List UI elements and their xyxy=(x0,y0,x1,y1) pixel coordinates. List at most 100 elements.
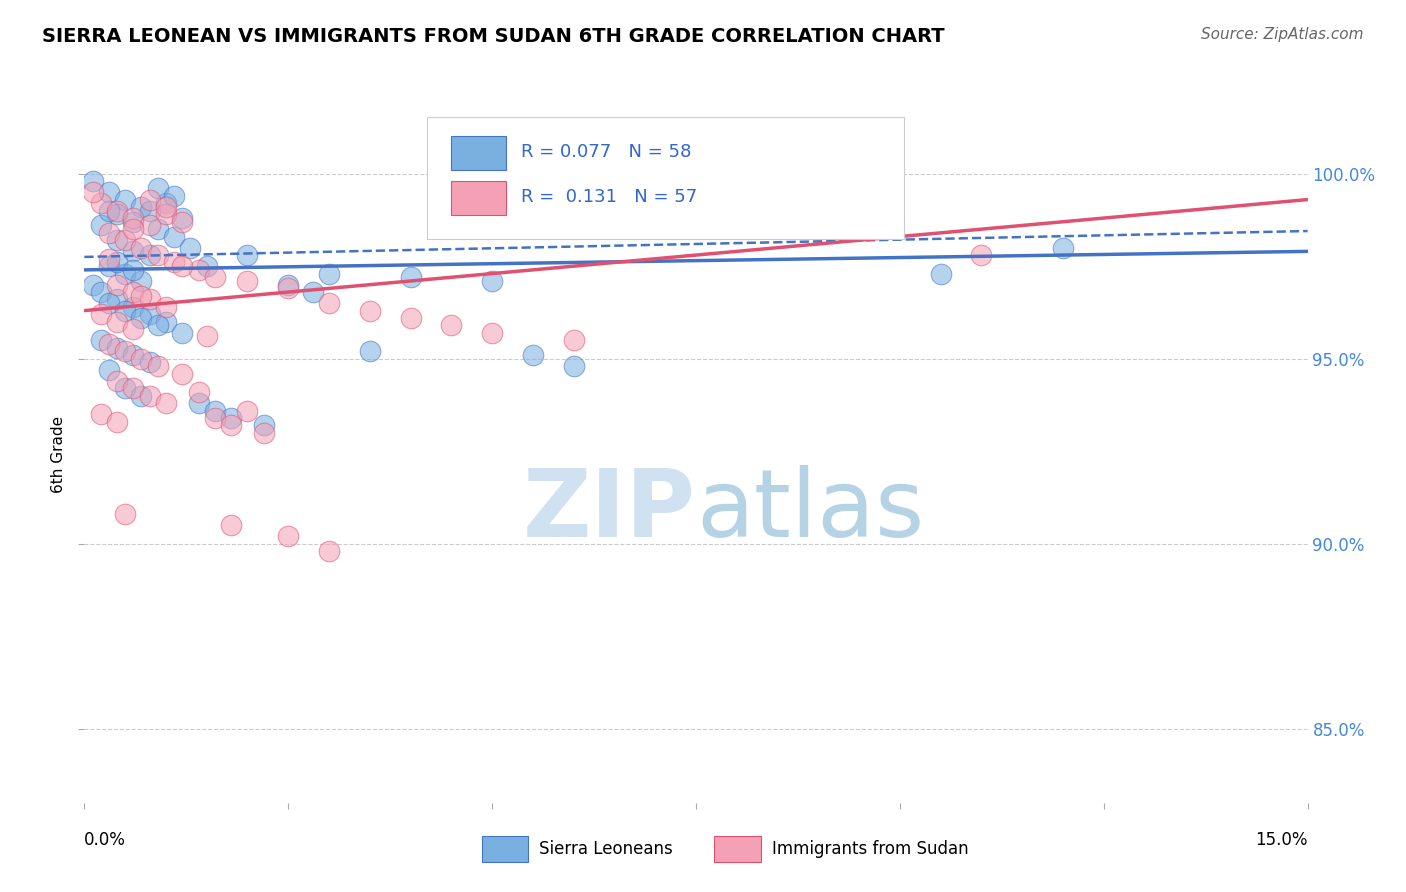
Point xyxy=(122,381,145,395)
Point xyxy=(219,518,242,533)
Point xyxy=(970,248,993,262)
FancyBboxPatch shape xyxy=(451,181,506,215)
Point xyxy=(131,274,153,288)
Text: R = 0.077   N = 58: R = 0.077 N = 58 xyxy=(522,144,692,161)
Point xyxy=(146,359,169,373)
Point xyxy=(204,403,226,417)
Point xyxy=(131,310,153,325)
Point xyxy=(105,374,128,388)
FancyBboxPatch shape xyxy=(427,118,904,239)
Point xyxy=(481,274,503,288)
Point xyxy=(114,267,136,281)
Point xyxy=(122,211,145,225)
Point xyxy=(155,315,177,329)
Text: Source: ZipAtlas.com: Source: ZipAtlas.com xyxy=(1201,27,1364,42)
Point xyxy=(172,326,194,340)
Point xyxy=(122,215,145,229)
Point xyxy=(562,333,585,347)
Point xyxy=(122,322,145,336)
Point xyxy=(187,263,209,277)
Point xyxy=(105,255,128,269)
Point xyxy=(114,344,136,359)
Point xyxy=(114,303,136,318)
Point xyxy=(131,289,153,303)
Point xyxy=(122,263,145,277)
Text: 15.0%: 15.0% xyxy=(1256,830,1308,848)
Point xyxy=(146,181,169,195)
Point xyxy=(318,267,340,281)
Point xyxy=(399,310,422,325)
Point xyxy=(105,293,128,307)
Point xyxy=(163,189,186,203)
Point xyxy=(114,381,136,395)
Point xyxy=(122,222,145,236)
Point xyxy=(90,196,112,211)
Point xyxy=(163,255,186,269)
Point xyxy=(481,326,503,340)
Point xyxy=(146,248,169,262)
Point xyxy=(277,281,299,295)
Point xyxy=(359,344,381,359)
Point xyxy=(318,544,340,558)
Point xyxy=(172,211,194,225)
Point xyxy=(155,200,177,214)
Point xyxy=(97,363,120,377)
Point xyxy=(90,407,112,421)
Point xyxy=(179,241,201,255)
FancyBboxPatch shape xyxy=(451,136,506,169)
Text: Immigrants from Sudan: Immigrants from Sudan xyxy=(772,839,969,858)
Point xyxy=(105,277,128,292)
Point xyxy=(1052,241,1074,255)
Point xyxy=(105,315,128,329)
Point xyxy=(131,200,153,214)
FancyBboxPatch shape xyxy=(714,836,761,862)
Point xyxy=(399,270,422,285)
Point xyxy=(138,203,160,218)
Point xyxy=(82,174,104,188)
Point xyxy=(122,300,145,314)
Point xyxy=(219,411,242,425)
Point xyxy=(172,215,194,229)
Point xyxy=(138,219,160,233)
Point xyxy=(122,285,145,299)
Point xyxy=(155,300,177,314)
Point xyxy=(114,507,136,521)
Point xyxy=(138,389,160,403)
Point xyxy=(195,329,218,343)
Point xyxy=(97,226,120,240)
Point xyxy=(82,277,104,292)
Point xyxy=(138,248,160,262)
Point xyxy=(105,203,128,218)
Point xyxy=(236,274,259,288)
Point xyxy=(277,277,299,292)
Point xyxy=(522,348,544,362)
Point xyxy=(155,207,177,221)
Point xyxy=(172,367,194,381)
Point xyxy=(90,219,112,233)
Point xyxy=(155,196,177,211)
Point xyxy=(146,318,169,333)
FancyBboxPatch shape xyxy=(482,836,529,862)
Point xyxy=(187,384,209,399)
Point xyxy=(138,307,160,321)
Point xyxy=(97,203,120,218)
Point xyxy=(138,193,160,207)
Text: ZIP: ZIP xyxy=(523,465,696,557)
Point xyxy=(236,403,259,417)
Point xyxy=(97,185,120,199)
Point xyxy=(90,285,112,299)
Point xyxy=(219,418,242,433)
Point xyxy=(131,351,153,366)
Point xyxy=(131,241,153,255)
Point xyxy=(204,270,226,285)
Point xyxy=(105,341,128,355)
Point xyxy=(301,285,323,299)
Point xyxy=(318,296,340,310)
Point xyxy=(105,233,128,247)
Point xyxy=(155,396,177,410)
Point xyxy=(131,389,153,403)
Point xyxy=(253,425,276,440)
Point xyxy=(440,318,463,333)
Point xyxy=(138,355,160,369)
Point xyxy=(195,259,218,273)
